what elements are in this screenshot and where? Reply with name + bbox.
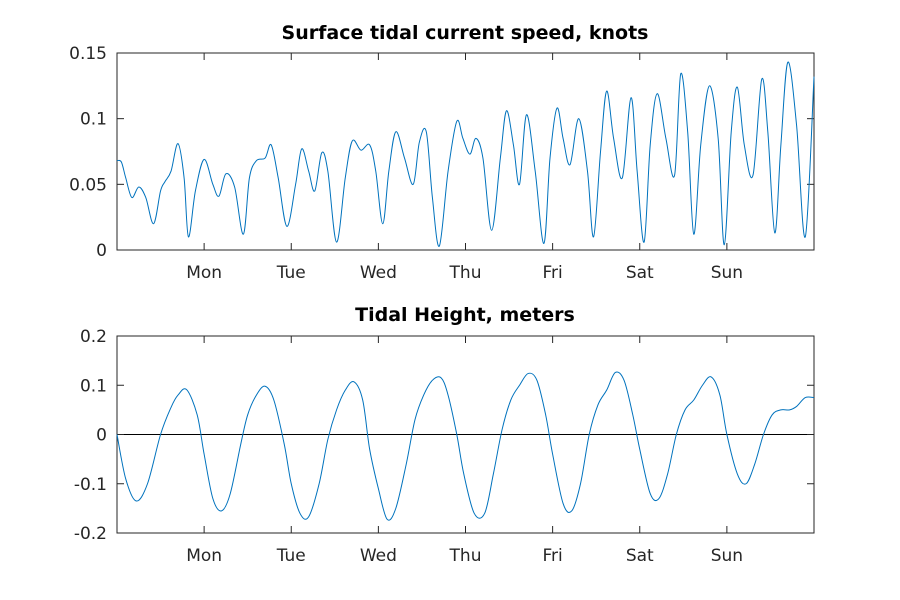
tidal-height-x-tick-label: Wed <box>360 546 397 566</box>
current-speed-y-tick-label: 0.15 <box>69 44 107 64</box>
tidal-height-x-tick-label: Fri <box>542 546 562 566</box>
current-speed-title: Surface tidal current speed, knots <box>282 22 649 44</box>
current-speed-plot-area <box>116 52 815 251</box>
tidal-height-y-tick-label: 0.2 <box>80 327 107 347</box>
current-speed-x-tick-label: Tue <box>276 263 306 283</box>
current-speed-x-tick-label: Thu <box>449 263 482 283</box>
tidal-height-chart: Tidal Height, meters -0.2 -0.1 0 0.1 0.2 Mon T… <box>74 304 815 566</box>
tidal-height-x-tick-label: Thu <box>449 546 482 566</box>
current-speed-x-tick-label: Fri <box>542 263 562 283</box>
current-speed-x-tick-label: Wed <box>360 263 397 283</box>
tidal-height-y-tick-label: -0.2 <box>74 524 107 544</box>
current-speed-x-tick-label: Sat <box>626 263 654 283</box>
tidal-height-series-line <box>116 371 815 521</box>
tidal-height-y-tick-label: -0.1 <box>74 475 107 495</box>
tidal-height-x-tick-label: Sun <box>711 546 743 566</box>
tidal-height-ticks: -0.2 -0.1 0 0.1 0.2 Mon Tue Wed Thu Fri Sat Sun <box>74 327 814 566</box>
tidal-height-x-tick-label: Mon <box>186 546 222 566</box>
current-speed-x-tick-label: Sun <box>711 263 743 283</box>
tidal-height-title: Tidal Height, meters <box>355 304 575 326</box>
current-speed-y-tick-label: 0 <box>96 241 107 261</box>
current-speed-y-tick-label: 0.05 <box>69 175 107 195</box>
tidal-height-y-tick-label: 0.1 <box>80 376 107 396</box>
current-speed-ticks: 0 0.05 0.1 0.15 Mon Tue Wed Thu Fri Sat Sun <box>69 44 814 283</box>
tidal-height-x-tick-label: Tue <box>276 546 306 566</box>
current-speed-chart: Surface tidal current speed, knots 0 0.05… <box>69 22 815 283</box>
tidal-height-y-tick-label: 0 <box>96 426 107 446</box>
current-speed-x-tick-label: Mon <box>186 263 222 283</box>
current-speed-series-line <box>116 61 815 247</box>
current-speed-y-tick-label: 0.1 <box>80 110 107 130</box>
tidal-height-x-tick-label: Sat <box>626 546 654 566</box>
